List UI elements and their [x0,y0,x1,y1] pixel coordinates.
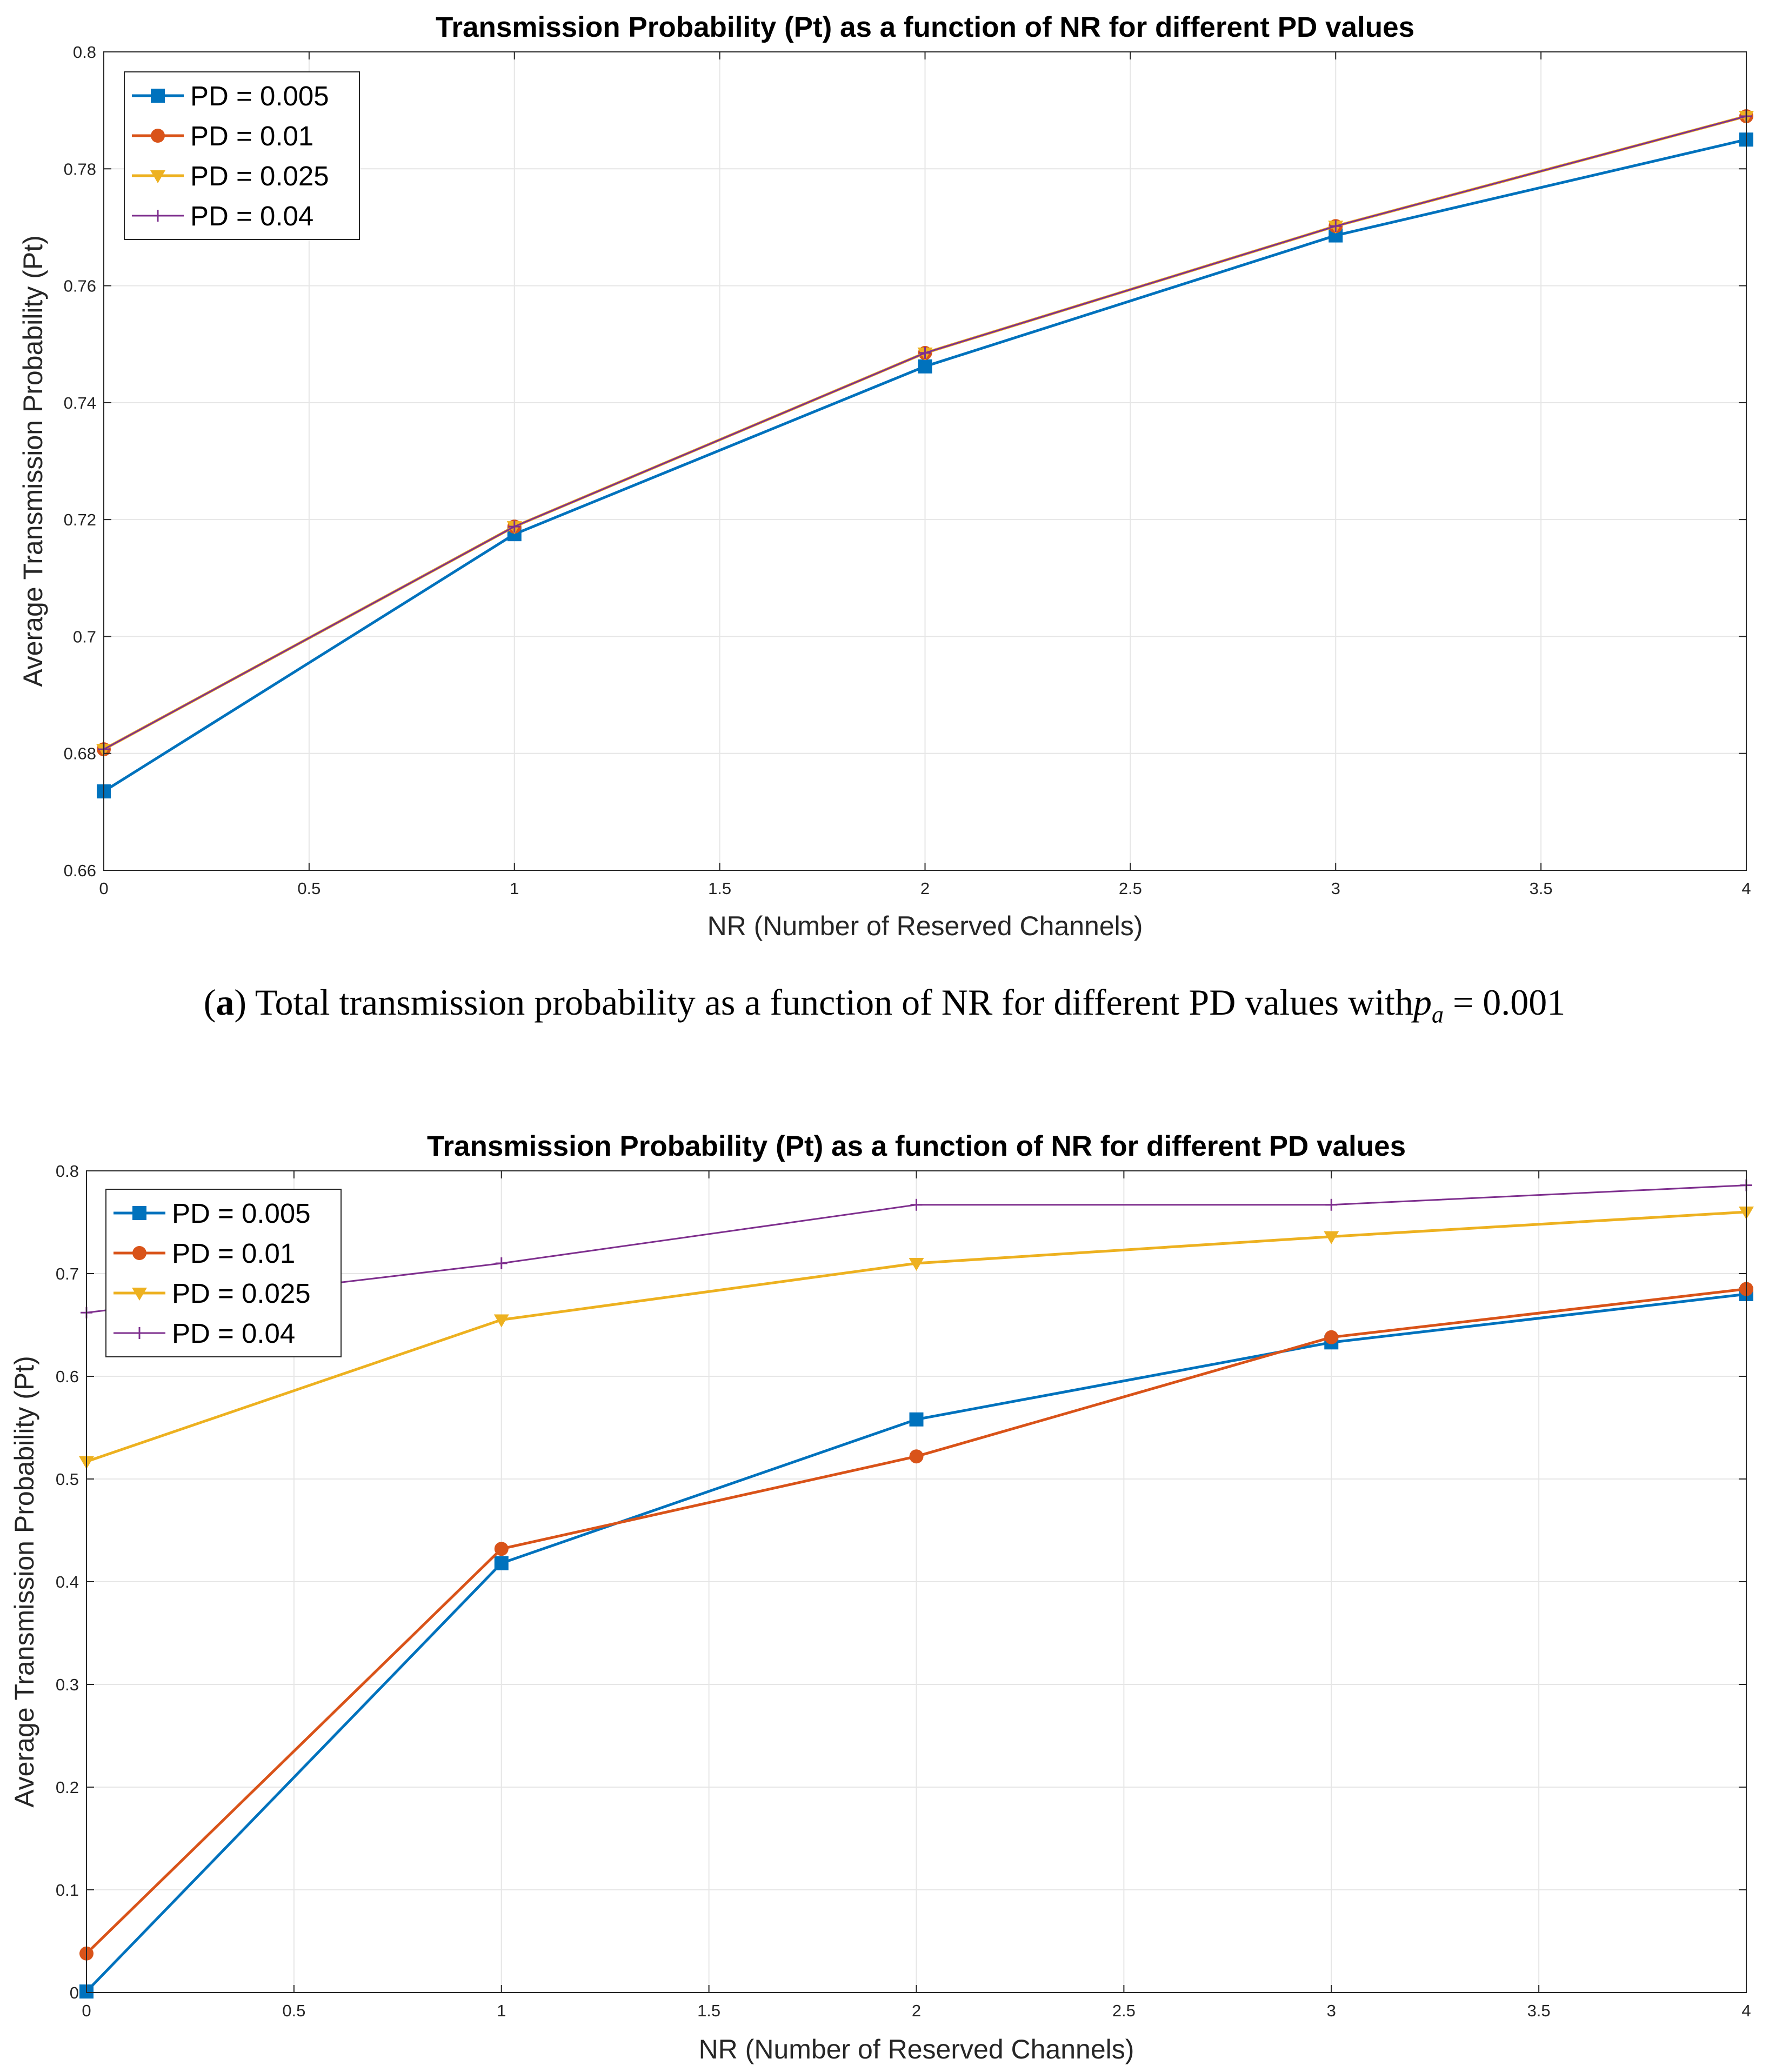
data-point-series-3 [910,1198,923,1211]
y-tick-label: 0 [70,1983,79,2002]
y-axis-label: Average Transmission Probability (Pt) [9,1356,39,1808]
y-tick-label: 0.3 [56,1675,79,1694]
data-point-series-3 [508,521,520,533]
legend-label-3: PD = 0.04 [172,1318,295,1349]
legend-label-3: PD = 0.04 [190,201,313,231]
legend: PD = 0.005 PD = 0.01 PD = 0.025 PD = 0.04 [105,1189,342,1357]
y-tick-label: 0.68 [64,744,96,763]
y-tick-label: 0.6 [56,1367,79,1386]
caption-math-var: p [1413,982,1432,1023]
x-tick-label: 0.5 [282,2001,305,2020]
caption-a: (a) Total transmission probability as a … [203,982,1566,1028]
y-tick-label: 0.72 [64,510,96,529]
caption-label: a [216,982,235,1023]
legend-label-2: PD = 0.025 [190,161,329,191]
x-tick-label: 0 [82,2001,91,2020]
x-tick-label: 2 [912,2001,921,2020]
data-point-series-3 [495,1257,508,1269]
legend-marker-1 [132,1246,146,1260]
data-point-series-1 [1324,1330,1339,1344]
data-point-series-1 [494,1542,509,1556]
data-point-series-3 [1330,220,1342,232]
legend: PD = 0.005 PD = 0.01 PD = 0.025 PD = 0.04 [124,71,360,240]
x-tick-label: 3 [1331,879,1340,898]
legend-label-0: PD = 0.005 [190,81,329,111]
legend-marker-3 [133,1327,145,1339]
legend-label-1: PD = 0.01 [190,121,313,151]
x-tick-label: 1 [510,879,519,898]
legend-marker-0 [151,89,165,103]
x-tick-label: 1 [497,2001,506,2020]
data-point-series-0 [494,1556,509,1570]
legend-marker-3 [152,210,164,222]
data-point-series-3 [919,347,931,359]
chart-a: 0 0.5 1 1.5 2 2.5 3 3.5 4 0.66 0.68 0.7 0.72 0.74 0.76… [18,11,1754,941]
y-axis-label: Average Transmission Probability (Pt) [18,235,48,687]
legend-label-2: PD = 0.025 [172,1278,311,1309]
legend-marker-2 [132,1288,147,1301]
caption-math-sub: a [1431,1001,1444,1028]
chart-title: Transmission Probability (Pt) as a funct… [427,1130,1406,1162]
y-tick-label: 0.1 [56,1881,79,1900]
x-axis-label: NR (Number of Reserved Channels) [707,911,1143,941]
legend-marker-1 [151,129,165,143]
x-tick-label: 3 [1327,2001,1336,2020]
y-tick-label: 0.78 [64,159,96,178]
data-point-series-2 [493,1314,509,1328]
caption-math-rest: = 0.001 [1443,982,1566,1023]
data-point-series-2 [1324,1231,1339,1244]
x-tick-label: 2.5 [1119,879,1142,898]
x-tick-label: 2 [920,879,930,898]
chart-b: 0 0.5 1 1.5 2 2.5 3 3.5 4 0 0.1 0.2 0.3 0.4 0.5 0.6 0.7 0… [9,1130,1754,2064]
legend-marker-0 [132,1206,146,1220]
legend-marker-2 [150,170,165,183]
x-axis-label: NR (Number of Reserved Channels) [699,2034,1134,2064]
x-tick-label: 3.5 [1527,2001,1551,2020]
y-tick-label: 0.66 [64,861,96,880]
data-point-series-0 [918,359,932,374]
y-tick-label: 0.74 [64,394,96,412]
x-tick-label: 2.5 [1112,2001,1136,2020]
x-tick-label: 0 [99,879,108,898]
y-tick-label: 0.8 [73,43,96,62]
x-tick-label: 3.5 [1530,879,1553,898]
data-point-series-3 [1325,1198,1338,1211]
y-tick-label: 0.4 [56,1573,79,1591]
data-point-series-2 [909,1258,924,1271]
x-tick-label: 0.5 [297,879,321,898]
caption-text: Total transmission probability as a func… [255,982,1413,1023]
chart-title: Transmission Probability (Pt) as a funct… [436,11,1414,43]
x-tick-label: 1.5 [697,2001,720,2020]
x-tick-label: 1.5 [708,879,731,898]
legend-label-0: PD = 0.005 [172,1198,311,1229]
legend-label-1: PD = 0.01 [172,1238,295,1269]
y-tick-label: 0.7 [56,1264,79,1283]
data-point-series-1 [909,1449,924,1464]
data-point-series-0 [909,1412,924,1427]
y-tick-label: 0.76 [64,277,96,296]
y-tick-label: 0.5 [56,1470,79,1489]
x-tick-label: 4 [1741,879,1751,898]
x-tick-label: 4 [1741,2001,1751,2020]
y-tick-label: 0.8 [56,1162,79,1181]
y-tick-label: 0.2 [56,1778,79,1797]
y-tick-label: 0.7 [73,627,96,646]
